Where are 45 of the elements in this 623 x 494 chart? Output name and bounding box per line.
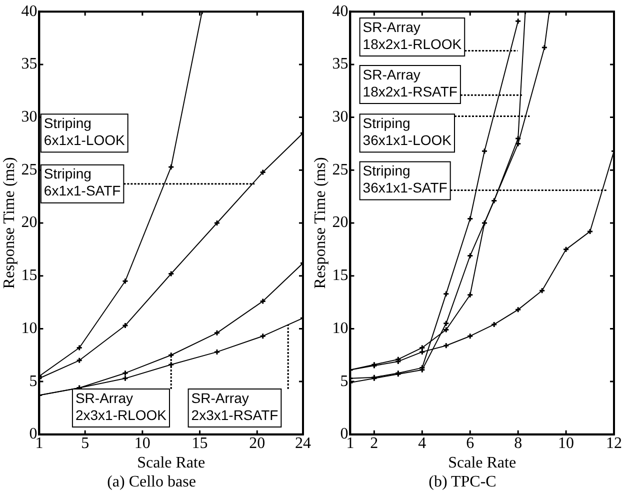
annotation: SR-Array 18x2x1-RSATF [362, 66, 458, 100]
y-tick-label: 20 [21, 214, 38, 232]
y-tick-label: 10 [332, 320, 348, 337]
annotation: SR-Array 2x3x1-RLOOK [75, 390, 168, 423]
x-tick-label: 1 [346, 435, 354, 452]
x-axis-title: Scale Rate [137, 454, 206, 472]
y-tick-label: 35 [332, 56, 348, 73]
x-tick-label: 5 [81, 435, 90, 452]
x-axis-title: Scale Rate [448, 454, 516, 472]
x-tick-label: 12 [606, 435, 622, 452]
y-tick-label: 40 [21, 2, 38, 20]
x-tick-label: 10 [558, 435, 574, 452]
y-axis-title: Response Time (ms) [312, 157, 329, 289]
y-tick-label: 15 [21, 267, 38, 284]
y-tick-label: 20 [332, 214, 348, 232]
y-tick-label: 40 [332, 2, 348, 20]
y-tick-label: 5 [340, 372, 348, 390]
text: (b) TPC-C [428, 474, 496, 491]
y-tick-label: 5 [29, 372, 38, 390]
y-tick-label: 35 [21, 56, 38, 73]
y-tick-label: 10 [21, 320, 38, 337]
annotation: Striping 6x1x1-LOOK [44, 114, 126, 148]
y-tick-label: 15 [332, 267, 348, 284]
x-tick-label: 1 [35, 435, 44, 452]
x-tick-label: 6 [466, 435, 474, 452]
y-axis-title: Response Time (ms) [0, 157, 18, 289]
y-tick-label: 30 [332, 108, 348, 126]
y-tick-label: 25 [21, 161, 38, 178]
x-tick-label: 20 [249, 435, 266, 452]
x-tick-label: 2 [370, 435, 378, 452]
x-tick-label: 10 [134, 435, 150, 452]
annotation: Striping 36x1x1-LOOK [362, 114, 452, 148]
annotation: Striping 6x1x1-SATF [44, 166, 121, 199]
y-tick-label: 0 [29, 426, 38, 443]
x-tick-label: 4 [418, 435, 426, 452]
annotation: Striping 36x1x1-SATF [362, 162, 448, 196]
y-tick-label: 30 [21, 108, 38, 126]
y-tick-label: 25 [332, 161, 348, 178]
annotation: SR-Array 18x2x1-RLOOK [362, 18, 462, 52]
annotation: SR-Array 2x3x1-RSATF [191, 390, 278, 423]
x-tick-label: 15 [192, 435, 208, 452]
x-tick-label: 24 [295, 435, 311, 452]
y-tick-label: 0 [340, 426, 348, 443]
text: (a) Cello base [107, 474, 196, 491]
x-tick-label: 8 [514, 435, 522, 452]
